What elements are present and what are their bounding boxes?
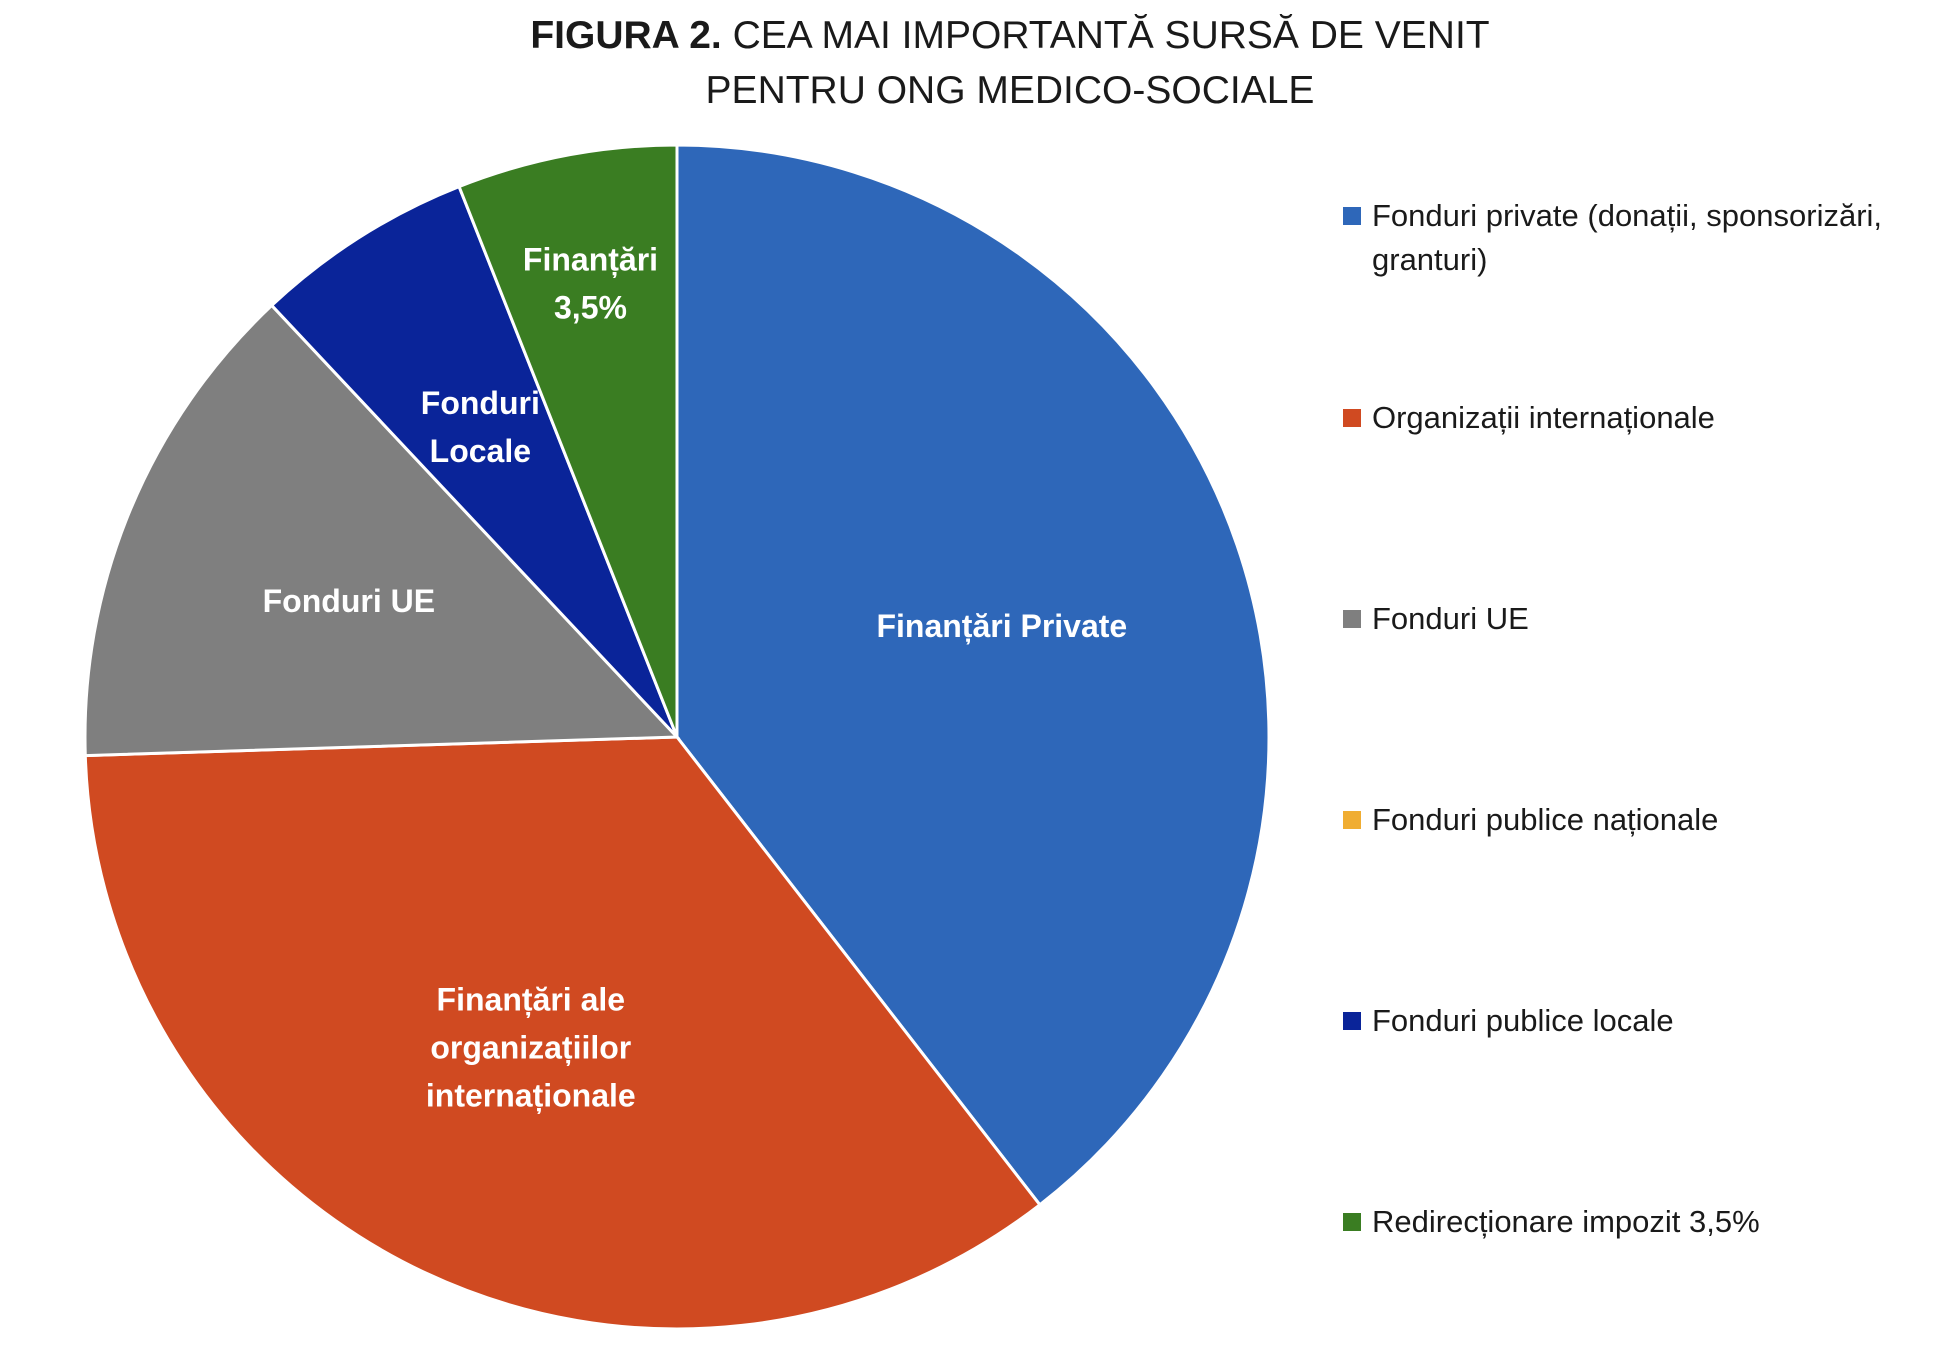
- slice-label-line: Finanțări: [523, 241, 658, 277]
- pie-chart: Finanțări Private Finanțări ale organizați…: [83, 143, 1271, 1331]
- slice-label-line: internaționale: [426, 1078, 636, 1114]
- legend-label: Organizații internaționale: [1372, 400, 1715, 435]
- legend-swatch: [1343, 409, 1361, 427]
- legend-swatch: [1343, 1213, 1361, 1231]
- pie-slice-organizatii-internationale: [83, 735, 1042, 1331]
- slice-label-line: Finanțări Private: [876, 608, 1127, 644]
- slice-label-line: Finanțări ale: [437, 982, 626, 1018]
- legend-label: Fonduri private (donații, sponsorizări, …: [1372, 198, 1883, 277]
- legend-swatch: [1343, 1012, 1361, 1030]
- slice-label-fonduri-private-donatii-sponsorizari-granturi: Finanțări Private: [876, 608, 1127, 644]
- legend-swatch: [1343, 811, 1361, 829]
- slice-label-line: Fonduri UE: [263, 583, 435, 619]
- legend-swatch: [1343, 610, 1361, 628]
- slice-label-line: Fonduri: [421, 385, 540, 421]
- chart-title: FIGURA 2. CEA MAI IMPORTANTĂ SURSĂ DE VE…: [0, 8, 1936, 118]
- legend-item-redirectionare-impozit-3-5: Redirecționare impozit 3,5%: [1343, 1200, 1923, 1244]
- chart-title-text: CEA MAI IMPORTANTĂ SURSĂ DE VENIT: [721, 14, 1490, 57]
- slice-label-line: Locale: [430, 433, 531, 469]
- legend-label: Fonduri publice locale: [1372, 1003, 1674, 1038]
- pie-slice-redirectionare-impozit-3-5: [457, 143, 679, 738]
- legend-label: Fonduri publice naționale: [1372, 802, 1719, 837]
- pie-slice-fonduri-private-donatii-sponsorizari-granturi: [675, 143, 1271, 1207]
- legend-item-organizatii-internationale: Organizații internaționale: [1343, 396, 1923, 440]
- chart-title-line2: PENTRU ONG MEDICO-SOCIALE: [705, 69, 1315, 112]
- slice-label-fonduri-publice-locale: Fonduri Locale: [421, 385, 540, 469]
- slice-label-redirectionare-impozit-3-5: Finanțări 3,5%: [523, 241, 658, 325]
- figure-number: FIGURA 2.: [530, 14, 722, 57]
- legend-item-fonduri-private-donatii-sponsorizari-granturi: Fonduri private (donații, sponsorizări, …: [1343, 194, 1923, 282]
- slice-label-organizatii-internationale: Finanțări ale organizațiilor internațional…: [426, 982, 636, 1114]
- slice-label-line: 3,5%: [554, 289, 627, 325]
- slice-label-line: organizațiilor: [430, 1030, 631, 1066]
- legend-label: Fonduri UE: [1372, 601, 1529, 636]
- legend-item-fonduri-publice-nationale: Fonduri publice naționale: [1343, 798, 1923, 842]
- pie-slice-fonduri-ue: [83, 303, 681, 758]
- legend-item-fonduri-ue: Fonduri UE: [1343, 597, 1923, 641]
- chart-title-line1: FIGURA 2. CEA MAI IMPORTANTĂ SURSĂ DE VE…: [0, 8, 1936, 63]
- slice-label-fonduri-ue: Fonduri UE: [263, 583, 435, 619]
- legend-item-fonduri-publice-locale: Fonduri publice locale: [1343, 999, 1923, 1043]
- legend-label: Redirecționare impozit 3,5%: [1372, 1204, 1760, 1239]
- pie-slice-fonduri-publice-locale: [269, 184, 679, 739]
- legend-swatch: [1343, 207, 1361, 225]
